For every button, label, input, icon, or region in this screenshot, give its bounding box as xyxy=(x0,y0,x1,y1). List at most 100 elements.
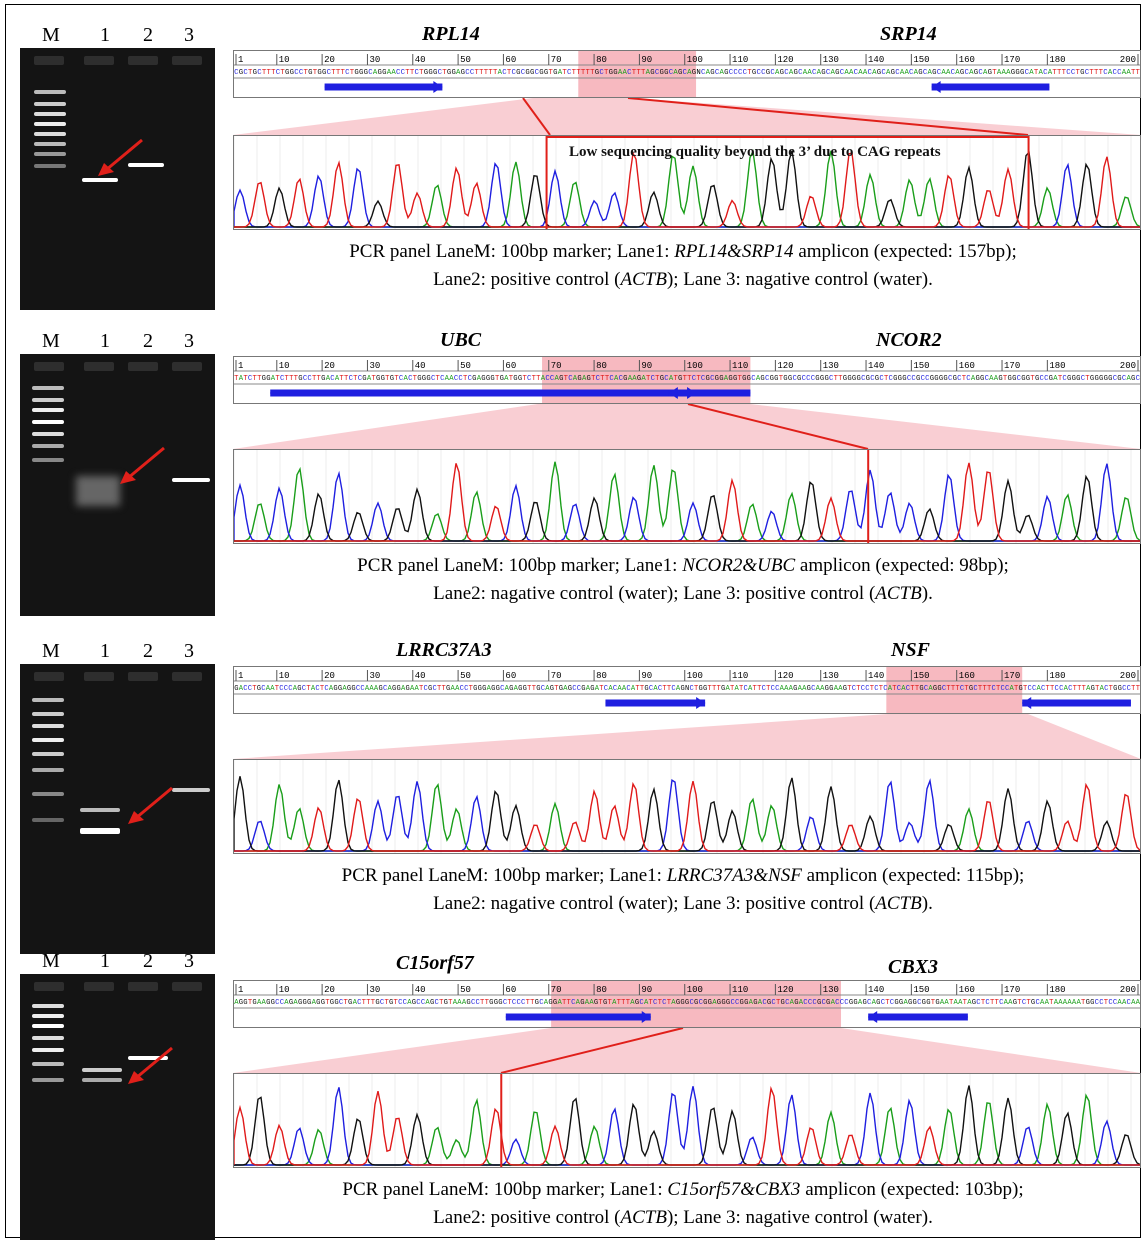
sequence-base: A xyxy=(455,685,460,693)
marker-band xyxy=(32,792,64,796)
sequence-base: G xyxy=(1031,999,1035,1007)
gel-well xyxy=(128,672,158,681)
sequence-base: C xyxy=(861,685,866,693)
amplicon-band xyxy=(80,808,120,812)
sequence-base: C xyxy=(729,69,734,77)
sequence-base: T xyxy=(325,999,330,1007)
sequence-base: T xyxy=(951,685,956,693)
ruler-label: 200 xyxy=(1120,671,1136,681)
sequence-base: A xyxy=(687,69,692,77)
sequence-base: G xyxy=(660,375,664,383)
sequence-base: C xyxy=(651,375,656,383)
sequence-base: T xyxy=(995,999,1000,1007)
sequence-base: T xyxy=(739,685,744,693)
sequence-base: A xyxy=(573,375,578,383)
sequence-base: C xyxy=(433,685,438,693)
ruler-label: 150 xyxy=(913,671,929,681)
sequence-base: A xyxy=(901,685,906,693)
chromatogram-svg xyxy=(234,136,1140,229)
caption-text: ); Lane 3: nagative control (water). xyxy=(666,1207,933,1228)
sequence-base: C xyxy=(743,69,748,77)
sequence-base: A xyxy=(803,69,808,77)
primer-arrowhead xyxy=(1022,697,1032,709)
figure-caption: PCR panel LaneM: 100bp marker; Lane1: RP… xyxy=(220,238,1146,294)
sequence-base: C xyxy=(965,69,970,77)
sequence-base: T xyxy=(1049,999,1054,1007)
marker-band xyxy=(32,712,64,716)
arrow-icon xyxy=(98,138,143,176)
sequence-base: C xyxy=(921,375,926,383)
sequence-base: T xyxy=(1026,999,1031,1007)
sequence-base: C xyxy=(973,685,978,693)
sequence-base: C xyxy=(465,69,470,77)
zoom-connector xyxy=(233,714,1141,759)
ruler-label: 150 xyxy=(913,55,929,65)
ruler-label: 10 xyxy=(279,671,290,681)
sequence-base: T xyxy=(339,375,344,383)
sequence-base: C xyxy=(715,69,720,77)
sequence-base: A xyxy=(342,685,347,693)
ruler-label: 30 xyxy=(369,671,380,681)
sequence-base: G xyxy=(960,69,964,77)
chromatogram-svg xyxy=(234,760,1140,853)
sequence-base: C xyxy=(889,375,894,383)
sequence-base: G xyxy=(852,375,856,383)
sequence-base: G xyxy=(489,999,493,1007)
ruler-label: 110 xyxy=(732,671,748,681)
sequence-base: T xyxy=(312,375,317,383)
sequence-base: G xyxy=(930,375,934,383)
sequence-base: T xyxy=(1081,999,1086,1007)
sequence-base: C xyxy=(730,999,735,1007)
sequence-base: C xyxy=(358,375,363,383)
sequence-base: C xyxy=(1035,999,1040,1007)
sequence-base: A xyxy=(498,69,503,77)
sequence-base: G xyxy=(1117,375,1121,383)
sequence-base: G xyxy=(553,999,557,1007)
highlight-region xyxy=(578,51,697,97)
caption-text: PCR panel LaneM: 100bp marker; Lane1: xyxy=(349,241,675,262)
sequence-base: A xyxy=(312,999,317,1007)
sequence-base: G xyxy=(289,999,293,1007)
sequence-base: C xyxy=(627,69,632,77)
sequence-base: G xyxy=(843,375,847,383)
ruler-label: 140 xyxy=(868,985,884,995)
ruler-label: 10 xyxy=(279,985,290,995)
sequence-base: G xyxy=(820,375,824,383)
sequence-base: C xyxy=(1062,375,1067,383)
ruler-label: 100 xyxy=(687,985,703,995)
sequence-base: A xyxy=(1002,69,1007,77)
ruler-label: 160 xyxy=(959,985,975,995)
sequence-base: C xyxy=(761,69,766,77)
panel-2: M 1 2 3 UBC NCOR2 1 10 20 30 40 50 60 70 80 90 100… xyxy=(0,329,1146,630)
sequence-base: T xyxy=(1089,69,1094,77)
sequence-base: G xyxy=(635,999,639,1007)
sequence-base: G xyxy=(680,999,684,1007)
caption-line-2: Lane2: positive control (ACTB); Lane 3: … xyxy=(220,266,1146,294)
sequence-base: G xyxy=(553,69,557,77)
sequence-base: A xyxy=(900,69,905,77)
sequence-base: C xyxy=(279,685,284,693)
trace-c xyxy=(234,1086,1140,1166)
sequence-base: A xyxy=(449,375,454,383)
sequence-base: G xyxy=(794,999,798,1007)
ruler-label: 90 xyxy=(641,985,652,995)
sequence-base: A xyxy=(789,69,794,77)
sequence-base: G xyxy=(866,375,870,383)
sequence-base: A xyxy=(445,375,450,383)
sequence-base: G xyxy=(1008,375,1012,383)
sequence-base: A xyxy=(712,999,717,1007)
ruler-label: 10 xyxy=(279,55,290,65)
sequence-base: C xyxy=(1000,685,1005,693)
ruler-label: 60 xyxy=(505,361,516,371)
sequence-base: A xyxy=(817,69,822,77)
lane-label-m: M xyxy=(42,640,60,662)
figure-caption: PCR panel LaneM: 100bp marker; Lane1: C1… xyxy=(220,1176,1146,1232)
sequence-base: G xyxy=(1020,69,1024,77)
gel-image xyxy=(20,664,215,954)
sequence-base: A xyxy=(293,685,298,693)
sequence-base: T xyxy=(955,685,960,693)
sequence-base: T xyxy=(879,685,884,693)
sequence-base: G xyxy=(316,999,320,1007)
sequence-base: G xyxy=(753,999,757,1007)
sequence-base: T xyxy=(996,685,1001,693)
